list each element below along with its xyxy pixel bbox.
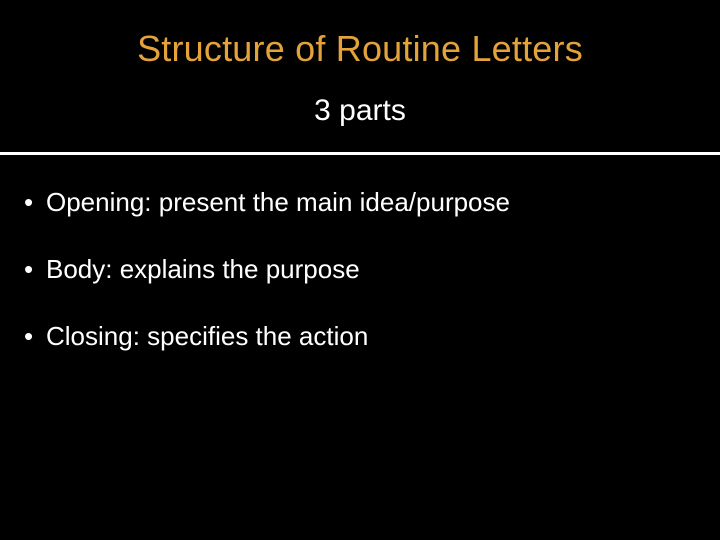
list-item: • Opening: present the main idea/purpose (24, 187, 696, 218)
bullet-icon: • (24, 321, 46, 352)
slide-subtitle: 3 parts (0, 94, 720, 128)
bullet-icon: • (24, 187, 46, 218)
bullet-icon: • (24, 254, 46, 285)
slide-title: Structure of Routine Letters (0, 28, 720, 70)
bullet-text: Closing: specifies the action (46, 321, 368, 352)
bullet-text: Body: explains the purpose (46, 254, 360, 285)
list-item: • Closing: specifies the action (24, 321, 696, 352)
bullet-text: Opening: present the main idea/purpose (46, 187, 510, 218)
slide-header: Structure of Routine Letters 3 parts (0, 0, 720, 146)
list-item: • Body: explains the purpose (24, 254, 696, 285)
slide-body: • Opening: present the main idea/purpose… (0, 155, 720, 353)
